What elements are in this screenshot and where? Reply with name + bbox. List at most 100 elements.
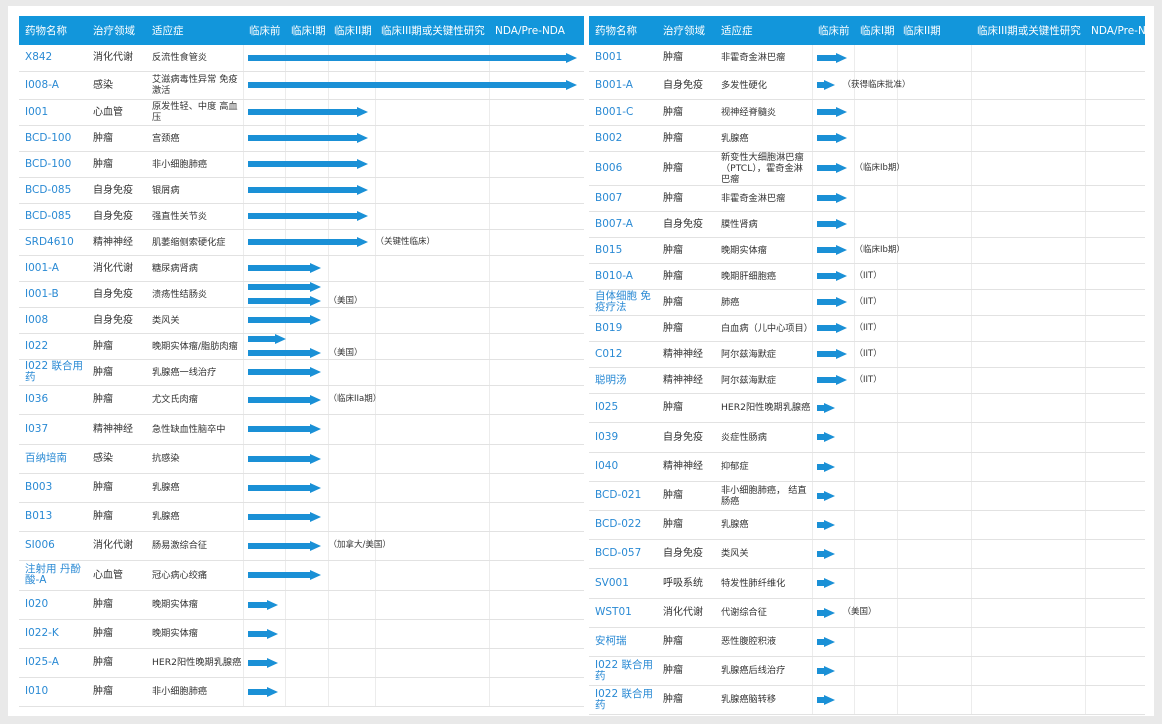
- column-header: 临床前: [812, 16, 854, 45]
- indication: 乳腺癌: [146, 473, 243, 503]
- phase-cell: [374, 444, 489, 474]
- drug-name[interactable]: I008: [19, 307, 87, 334]
- pipeline-row: B001-A 自身免疫 多发性硬化 （获得临床批准）: [589, 71, 1145, 100]
- phase-cell: [1084, 568, 1145, 599]
- drug-name[interactable]: I008-A: [19, 71, 87, 100]
- drug-name[interactable]: WST01: [589, 598, 657, 628]
- phase-cell: [1084, 289, 1145, 316]
- drug-name[interactable]: B013: [19, 502, 87, 532]
- drug-name[interactable]: I010: [19, 677, 87, 707]
- drug-name[interactable]: B001-C: [589, 99, 657, 126]
- phase-cell: [1084, 211, 1145, 238]
- phase-cell: [853, 211, 897, 238]
- drug-name[interactable]: BCD-085: [19, 177, 87, 204]
- drug-name[interactable]: B001: [589, 45, 657, 72]
- phase-cell: [488, 307, 584, 334]
- drug-name[interactable]: 百纳培南: [19, 444, 87, 474]
- phase-cell: [284, 531, 328, 561]
- drug-name[interactable]: 安柯瑞: [589, 627, 657, 657]
- therapeutic-area: 肿瘤: [87, 385, 146, 415]
- phase-cell: [374, 281, 489, 308]
- drug-name[interactable]: BCD-100: [19, 151, 87, 178]
- drug-name[interactable]: BCD-021: [589, 481, 657, 511]
- drug-name[interactable]: I022-K: [19, 619, 87, 649]
- phase-cell: [242, 203, 368, 230]
- phase-cell: [811, 211, 854, 238]
- phase-cell: [970, 71, 1085, 100]
- drug-name[interactable]: BCD-057: [589, 539, 657, 569]
- therapeutic-area: 肿瘤: [657, 151, 715, 186]
- phase-cell: [327, 229, 375, 256]
- progress-arrows: [816, 453, 835, 481]
- pipeline-row: X842 消化代谢 反流性食管炎: [19, 45, 584, 72]
- drug-name[interactable]: 注射用 丹酚酸-A: [19, 560, 87, 591]
- phase-cell: [488, 333, 584, 360]
- phase-cell: [853, 45, 897, 72]
- drug-name[interactable]: I001-A: [19, 255, 87, 282]
- drug-name[interactable]: X842: [19, 45, 87, 72]
- phase-cell: [970, 510, 1085, 540]
- progress-arrow: [816, 193, 847, 203]
- phase-cell: [970, 185, 1085, 212]
- phase-cell: [853, 237, 897, 264]
- progress-arrow: [816, 607, 835, 618]
- drug-name[interactable]: B007: [589, 185, 657, 212]
- drug-name[interactable]: SV001: [589, 568, 657, 599]
- progress-arrow-line: [816, 490, 835, 501]
- phase-cell: [284, 71, 328, 100]
- drug-name[interactable]: I022 联合用药: [19, 359, 87, 386]
- drug-name[interactable]: I001: [19, 99, 87, 126]
- phase-cell: （IIT）: [811, 341, 882, 368]
- drug-name[interactable]: I037: [19, 414, 87, 445]
- drug-name[interactable]: BCD-100: [19, 125, 87, 152]
- drug-name[interactable]: I036: [19, 385, 87, 415]
- drug-name[interactable]: B019: [589, 315, 657, 342]
- drug-name[interactable]: I025: [589, 393, 657, 423]
- drug-name[interactable]: I001-B: [19, 281, 87, 308]
- indication: 冠心病心绞痛: [146, 560, 243, 591]
- drug-name[interactable]: BCD-085: [19, 203, 87, 230]
- drug-name[interactable]: B002: [589, 125, 657, 152]
- phase-cell: [488, 619, 584, 649]
- drug-name[interactable]: BCD-022: [589, 510, 657, 540]
- drug-name[interactable]: I025-A: [19, 648, 87, 678]
- drug-name[interactable]: B001-A: [589, 71, 657, 100]
- drug-name[interactable]: I039: [589, 422, 657, 453]
- drug-name[interactable]: 自体细胞 免疫疗法: [589, 289, 657, 316]
- phase-cell: [327, 99, 375, 126]
- indication: 乳腺癌: [715, 510, 812, 540]
- column-header: 临床I期: [854, 16, 897, 45]
- phase-cell: [853, 99, 897, 126]
- drug-name[interactable]: B003: [19, 473, 87, 503]
- drug-name[interactable]: SI006: [19, 531, 87, 561]
- drug-name[interactable]: I020: [19, 590, 87, 620]
- pipeline-card: 药物名称 治疗领域 适应症 临床前 临床I期 临床II期 临床III期或关键性研究 NDA/P…: [8, 6, 1154, 716]
- drug-name[interactable]: I040: [589, 452, 657, 482]
- pipeline-row: WST01 消化代谢 代谢综合征 （美国）: [589, 598, 1145, 628]
- drug-name[interactable]: B010-A: [589, 263, 657, 290]
- phase-cell: [374, 619, 489, 649]
- drug-name[interactable]: 聪明汤: [589, 367, 657, 394]
- progress-arrow-line: [816, 432, 835, 442]
- progress-arrows: [816, 126, 847, 151]
- drug-name[interactable]: I022 联合用药: [589, 685, 657, 715]
- phase-cell: [327, 473, 375, 503]
- drug-name[interactable]: I022 联合用药: [589, 656, 657, 686]
- phase-cell: [242, 648, 285, 678]
- phase-cell: [284, 151, 328, 178]
- therapeutic-area: 精神神经: [87, 229, 146, 256]
- phase-cell: [374, 473, 489, 503]
- drug-name[interactable]: SRD4610: [19, 229, 87, 256]
- drug-name[interactable]: B015: [589, 237, 657, 264]
- column-header: 临床I期: [285, 16, 328, 45]
- progress-arrows: [247, 678, 278, 706]
- drug-name[interactable]: C012: [589, 341, 657, 368]
- pipeline-table-left: 药物名称 治疗领域 适应症 临床前 临床I期 临床II期 临床III期或关键性研究 NDA/P…: [19, 16, 584, 707]
- drug-name[interactable]: B006: [589, 151, 657, 186]
- drug-name[interactable]: I022: [19, 333, 87, 360]
- progress-arrows: [247, 620, 278, 648]
- phase-cell: [374, 125, 489, 152]
- drug-name[interactable]: B007-A: [589, 211, 657, 238]
- therapeutic-area: 呼吸系统: [657, 568, 715, 599]
- therapeutic-area: 自身免疫: [87, 281, 146, 308]
